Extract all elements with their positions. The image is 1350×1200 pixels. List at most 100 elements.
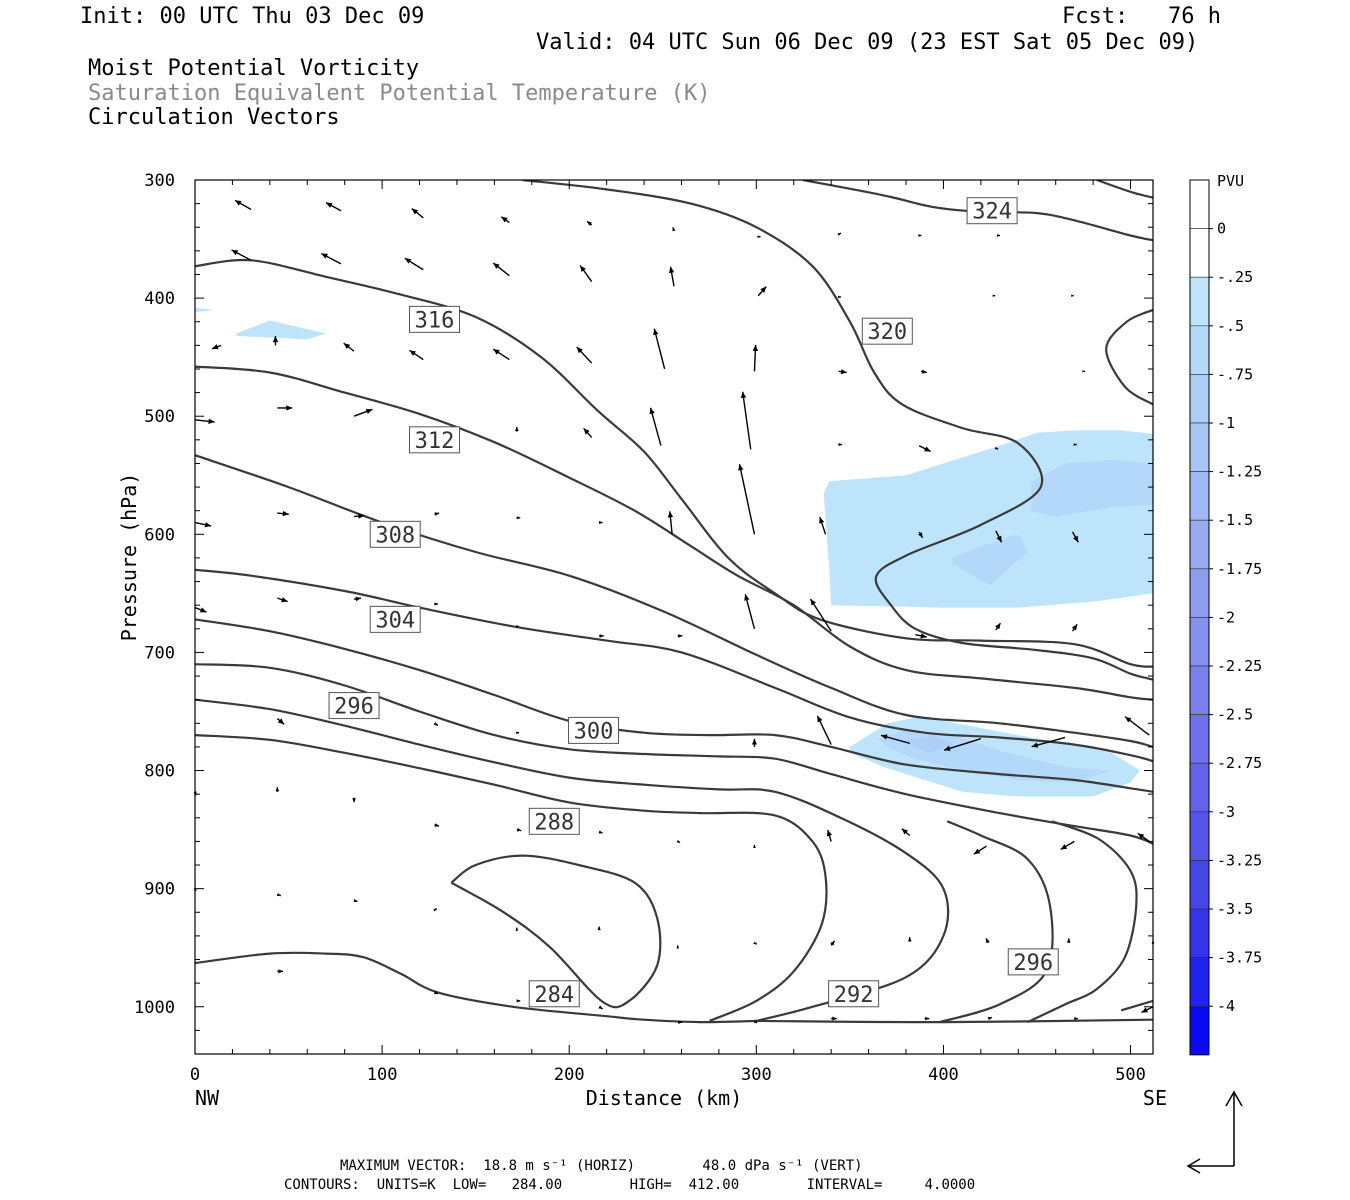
contour-label: 312	[415, 429, 455, 454]
vector-arrow	[500, 216, 510, 224]
y-tick-label: 600	[144, 525, 175, 545]
contour-label: 296	[1013, 951, 1053, 976]
vector-arrow	[907, 937, 912, 942]
vector-head	[597, 926, 601, 931]
vector-arrow	[275, 787, 280, 792]
init-time: Init: 00 UTC Thu 03 Dec 09	[80, 4, 425, 29]
colorbar-label: -4	[1217, 997, 1235, 1015]
vector-head	[434, 512, 440, 516]
colorbar-label: -3.5	[1217, 900, 1253, 918]
vector-arrow	[837, 232, 842, 236]
vector-head	[901, 828, 909, 835]
vector-arrow	[514, 426, 519, 432]
vector-arrow	[826, 829, 833, 842]
vector-arrow	[880, 734, 910, 745]
contour-label: 296	[334, 695, 374, 720]
vector-arrow	[653, 328, 666, 370]
colorbar-label: -2	[1217, 608, 1235, 626]
contour-label: 284	[534, 983, 574, 1008]
vector-head	[973, 848, 981, 855]
vector-head	[281, 597, 288, 603]
vector-head	[819, 517, 825, 524]
vector-arrow	[918, 531, 924, 539]
vector-arrow	[434, 823, 440, 827]
vector-arrow	[234, 199, 252, 211]
ref-horizontal-head	[1186, 1158, 1201, 1174]
vector-shaft	[943, 737, 982, 751]
colorbar: PVU 0 -.25 -.5 -.75 -1 -1.25 -1.5 -1.75 -2 -2.25 -2…	[1189, 172, 1262, 1056]
vector-head	[434, 602, 438, 606]
vector-arrow	[599, 634, 604, 638]
vector-head	[1071, 624, 1078, 631]
vector-head	[667, 511, 674, 518]
colorbar-swatch	[1189, 276, 1210, 327]
contour-label: 300	[574, 719, 614, 744]
vector-head	[840, 369, 847, 375]
colorbar-swatch	[1189, 179, 1210, 229]
vector-shaft	[741, 391, 752, 450]
vector-head	[744, 594, 750, 601]
colorbar-swatch	[1189, 325, 1210, 375]
contour-label-box	[568, 716, 620, 744]
contour-324-1	[1096, 180, 1153, 199]
vector-arrow	[516, 516, 521, 520]
vector-arrow	[194, 521, 212, 528]
vector-arrow	[753, 941, 758, 945]
vector-head	[753, 941, 757, 945]
colorbar-label: -3.25	[1217, 851, 1262, 869]
vector-arrow	[1073, 443, 1077, 446]
vector-head	[514, 426, 519, 432]
vector-arrow	[516, 731, 520, 735]
plot-frame	[194, 179, 1154, 1055]
vector-arrow	[1071, 294, 1074, 297]
vector-head	[325, 202, 333, 208]
contour-300-14	[939, 820, 1054, 1024]
axes: 300 400 500 600 700 800 900 1000 0 100 200 300 400 50…	[117, 171, 1167, 1110]
contour-label-box	[528, 980, 580, 1008]
vector-arrow	[649, 407, 662, 446]
colorbar-swatch	[1189, 665, 1210, 715]
colorbar-swatch	[1189, 471, 1210, 521]
vector-arrow	[579, 265, 593, 282]
title-mpv: Moist Potential Vorticity	[88, 56, 420, 81]
vector-arrow	[672, 227, 676, 232]
contour-label: 320	[867, 320, 907, 345]
vector-arrow	[516, 999, 521, 1003]
vector-arrow	[676, 945, 680, 949]
vector-arrow	[738, 464, 756, 535]
contour-320-2	[522, 180, 1153, 681]
colorbar-swatch	[1189, 519, 1210, 570]
contour-label-box	[369, 605, 421, 633]
vector-head	[286, 405, 293, 411]
contour-label-box	[1007, 948, 1059, 976]
vector-arrow	[276, 893, 281, 897]
colorbar-label: -3.75	[1217, 949, 1262, 967]
vector-head	[918, 234, 922, 237]
vector-arrow	[838, 442, 843, 447]
vector-arrow	[676, 839, 681, 844]
colorbar-swatch	[1189, 1005, 1210, 1056]
mpv-region-7	[902, 735, 953, 753]
vector-arrow	[276, 718, 285, 725]
vector-arrow	[353, 596, 362, 602]
vector-head	[1073, 443, 1077, 446]
colorbar-swatch	[1189, 228, 1210, 278]
contour-300-8	[195, 618, 1153, 793]
colorbar-label: 0	[1217, 220, 1226, 238]
vector-arrow	[434, 512, 440, 516]
vector-arrow	[667, 511, 674, 535]
contour-label-box	[409, 426, 460, 454]
mpv-region-1	[236, 320, 326, 340]
vector-head	[1137, 833, 1145, 840]
colorbar-swatch	[1189, 860, 1210, 910]
contour-label: 324	[972, 200, 1012, 225]
y-tick-label: 1000	[134, 998, 175, 1018]
contour-label-box	[369, 520, 421, 548]
contour-284-17	[756, 1018, 1153, 1024]
contour-304-15	[1027, 820, 1138, 1024]
vector-head	[583, 428, 590, 435]
vector-head	[753, 845, 756, 849]
vector-head	[944, 745, 951, 751]
colorbar-swatch	[1189, 568, 1210, 618]
